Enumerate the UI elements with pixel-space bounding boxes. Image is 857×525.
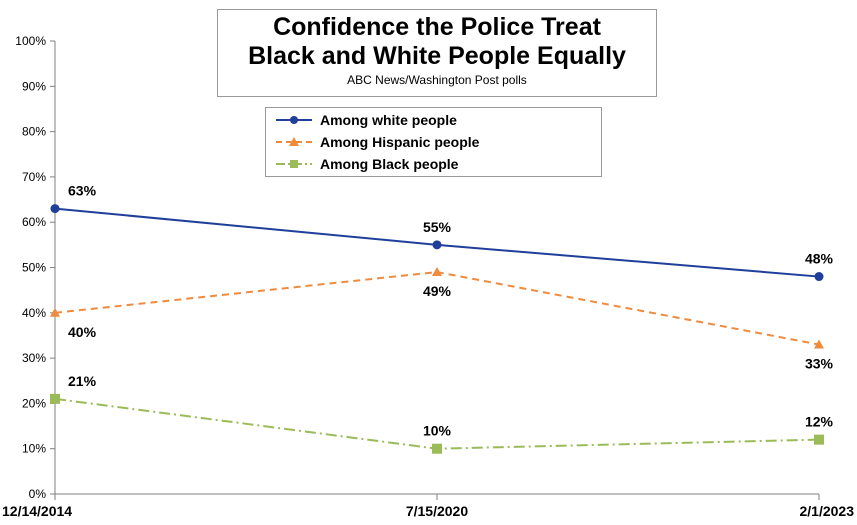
chart-subtitle: ABC News/Washington Post polls <box>347 73 527 87</box>
y-tick-label: 100% <box>15 34 46 48</box>
data-labels-layer: 63% 55% 48% 40% 49% 33% 21% 10% 12% <box>68 183 834 439</box>
data-point <box>432 443 442 454</box>
data-point <box>432 240 442 250</box>
legend-item-black: Among Black people <box>274 154 594 174</box>
data-label: 55% <box>423 219 452 235</box>
y-tick-label: 40% <box>22 306 46 320</box>
data-label: 21% <box>68 373 97 389</box>
x-tick-label: 7/15/2020 <box>406 503 468 519</box>
series-0 <box>50 204 824 282</box>
y-tick-label: 30% <box>22 351 46 365</box>
legend-item-white: Among white people <box>274 110 594 130</box>
data-point <box>814 434 824 445</box>
data-point <box>814 339 824 349</box>
data-point <box>50 307 60 317</box>
x-tick-label: 2/1/2023 <box>800 503 855 519</box>
y-tick-label: 90% <box>22 79 46 93</box>
y-tick-label: 10% <box>22 442 46 456</box>
data-label: 48% <box>805 251 834 267</box>
axes: 0% 10% 20% 30% 40% 50% 60% 70% 80% 90% 100% 12/14/2… <box>2 34 854 519</box>
legend-swatch-white <box>276 116 312 124</box>
y-tick-label: 0% <box>29 487 47 501</box>
data-label: 49% <box>423 283 452 299</box>
legend-swatch-hispanic <box>276 137 312 146</box>
series-1 <box>50 267 824 349</box>
legend-label-white: Among white people <box>320 112 457 128</box>
y-tick-label: 70% <box>22 170 46 184</box>
chart-title-line-1: Confidence the Police Treat <box>273 13 601 41</box>
x-tick-label: 12/14/2014 <box>2 503 72 519</box>
legend-label-black: Among Black people <box>320 156 459 172</box>
data-label: 63% <box>68 183 97 199</box>
data-point <box>432 267 442 277</box>
legend: Among white people Among Hispanic people… <box>265 107 602 177</box>
y-tick-label: 20% <box>22 396 46 410</box>
series-2 <box>50 393 824 454</box>
data-point <box>50 393 60 404</box>
chart-title-line-2: Black and White People Equally <box>248 42 626 70</box>
legend-label-hispanic: Among Hispanic people <box>320 134 480 150</box>
data-point <box>814 272 824 282</box>
legend-item-hispanic: Among Hispanic people <box>274 132 594 152</box>
y-tick-label: 60% <box>22 215 46 229</box>
data-label: 12% <box>805 414 834 430</box>
data-point <box>50 204 60 214</box>
legend-swatch-black <box>276 160 312 168</box>
data-label: 10% <box>423 423 452 439</box>
data-label: 33% <box>805 356 834 372</box>
data-label: 40% <box>68 324 97 340</box>
y-tick-label: 50% <box>22 261 46 275</box>
chart-title-box: Confidence the Police Treat Black and Wh… <box>217 9 657 97</box>
y-tick-label: 80% <box>22 125 46 139</box>
series-layer <box>50 204 824 454</box>
